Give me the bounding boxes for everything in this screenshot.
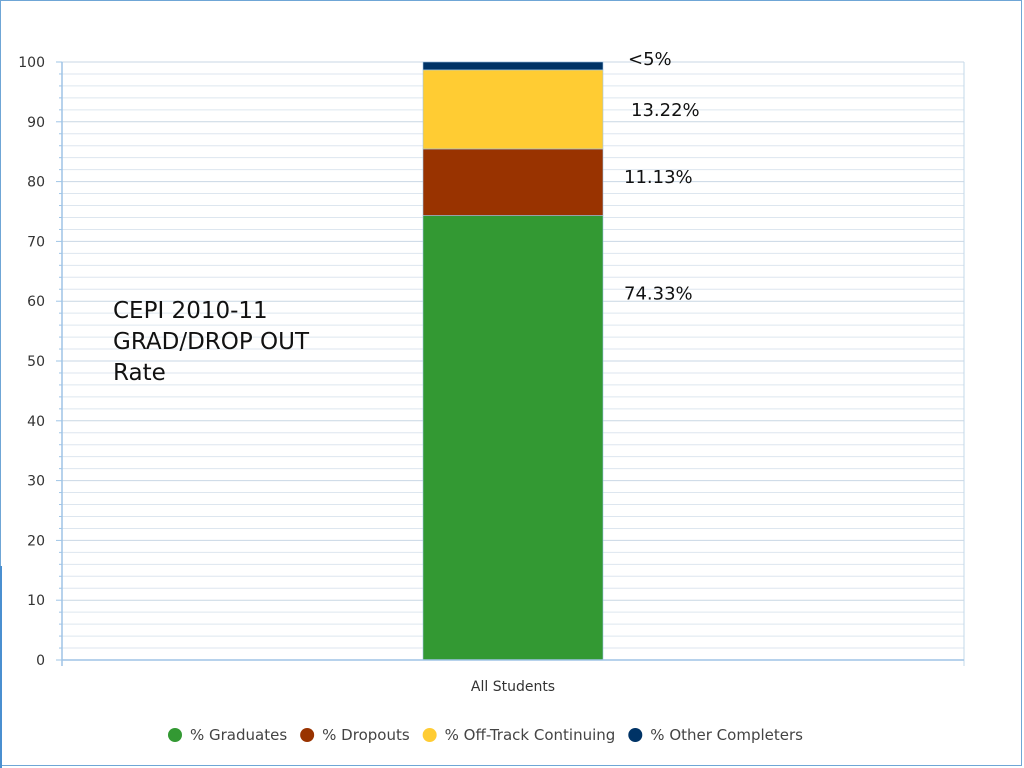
slide-edge-mark (0, 566, 2, 768)
x-axis-labels: All Students (471, 679, 555, 695)
bar-segment-2 (422, 148, 604, 216)
bar-segment-3 (422, 69, 604, 150)
data-label-1: 74.33% (624, 284, 693, 305)
legend-label-3: % Off-Track Continuing (445, 726, 616, 744)
chart-annotation: CEPI 2010-11 GRAD/DROP OUT Rate (113, 298, 310, 386)
y-tick-label: 60 (27, 294, 45, 310)
y-tick-label: 40 (27, 414, 45, 430)
legend-label-1: % Graduates (190, 726, 287, 744)
legend: % Graduates % Dropouts % Off-Track Continu… (168, 726, 803, 744)
data-label-2: 11.13% (624, 167, 693, 188)
y-tick-label: 100 (18, 55, 45, 71)
y-tick-label: 80 (27, 175, 45, 191)
data-label-3: 13.22% (631, 100, 700, 121)
legend-swatch-2 (300, 728, 315, 742)
legend-label-2: % Dropouts (322, 726, 410, 744)
y-axis-ticks: 0 10 20 30 40 50 60 70 80 90 100 (18, 55, 62, 669)
y-tick-label: 50 (27, 354, 45, 370)
data-labels: 74.33% 11.13% 13.22% <5% (624, 49, 700, 305)
y-tick-label: 90 (27, 115, 45, 131)
y-tick-label: 30 (27, 474, 45, 490)
y-tick-label: 20 (27, 533, 45, 549)
axes (61, 62, 965, 666)
bar-segments (422, 61, 604, 661)
y-tick-label: 0 (36, 653, 45, 669)
data-label-4: <5% (628, 49, 672, 70)
legend-swatch-1 (168, 728, 182, 742)
x-category-label: All Students (471, 679, 555, 695)
bar-segment-1 (422, 215, 604, 661)
legend-swatch-3 (422, 728, 437, 742)
y-tick-label: 10 (27, 593, 45, 609)
y-tick-label: 70 (27, 234, 45, 250)
legend-label-4: % Other Completers (650, 726, 803, 744)
bar-segment-4 (422, 61, 604, 71)
legend-swatch-4 (628, 728, 643, 742)
